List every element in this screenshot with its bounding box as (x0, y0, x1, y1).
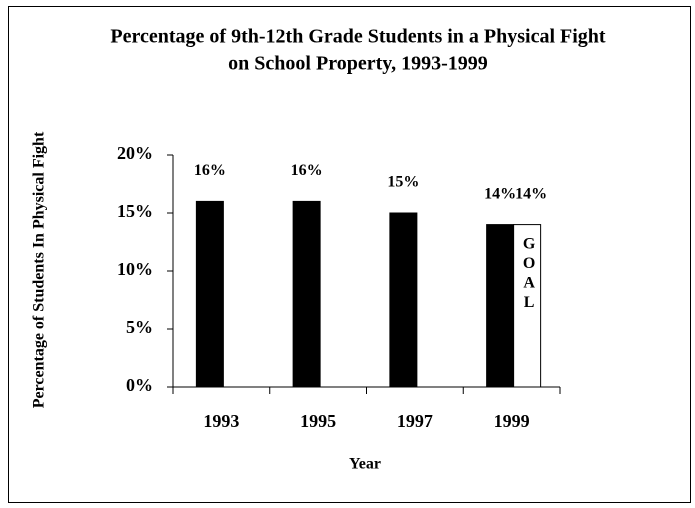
x-tick-label: 1997 (397, 411, 433, 431)
bar (389, 212, 418, 388)
value-label: 14% (484, 185, 516, 202)
chart-title: Percentage of 9th-12th Grade Students in… (110, 26, 606, 48)
chart-title: on School Property, 1993-1999 (228, 53, 488, 75)
bar (486, 224, 515, 388)
x-tick-label: 1995 (300, 411, 336, 431)
value-label: 15% (387, 174, 419, 191)
y-tick-label: 15% (117, 201, 153, 221)
goal-bar (513, 224, 542, 388)
x-tick-label: 1993 (203, 411, 239, 431)
value-label: 16% (194, 162, 226, 179)
y-tick-label: 0% (126, 375, 153, 395)
x-tick-label: 1999 (494, 411, 530, 431)
y-axis-label: Percentage of Students In Physical Fight (31, 131, 48, 408)
bar (195, 200, 224, 388)
y-tick-label: 20% (117, 143, 153, 163)
y-tick-label: 10% (117, 259, 153, 279)
value-label: 16% (291, 162, 323, 179)
y-tick-label: 5% (126, 317, 153, 337)
goal-value-label: 14% (515, 185, 547, 202)
bar (292, 200, 321, 388)
x-axis-label: Year (349, 456, 381, 473)
chart-frame (8, 6, 691, 503)
